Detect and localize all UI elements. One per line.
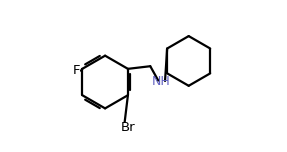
Text: F: F bbox=[73, 64, 80, 77]
Text: Br: Br bbox=[120, 121, 135, 135]
Text: NH: NH bbox=[152, 75, 171, 88]
